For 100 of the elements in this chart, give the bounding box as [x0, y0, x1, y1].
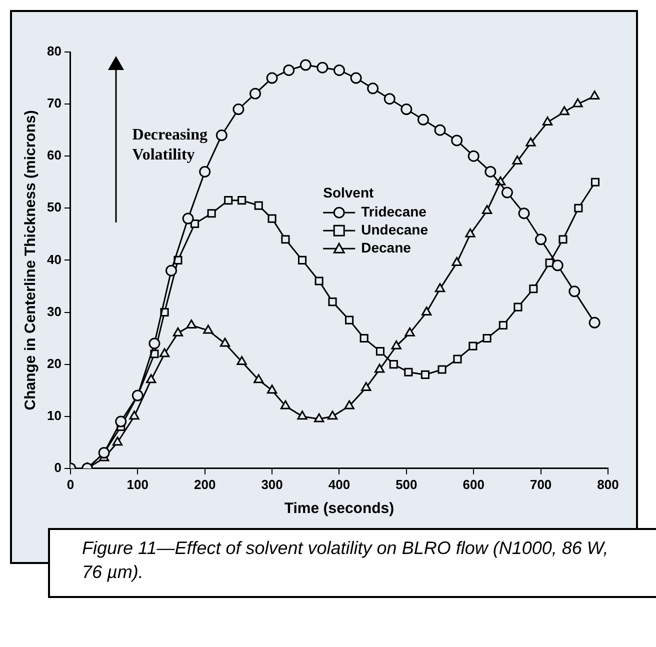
point	[498, 320, 508, 330]
point	[484, 166, 496, 178]
point	[314, 413, 324, 422]
point	[512, 156, 522, 165]
point	[568, 286, 580, 298]
y-tick-label: 30	[46, 304, 62, 319]
point	[374, 364, 385, 373]
y-axis-title: Change in Centerline Thickness (microns)	[22, 110, 40, 410]
point	[146, 374, 156, 384]
point	[112, 436, 123, 446]
point	[129, 410, 140, 420]
point	[166, 264, 177, 276]
point	[501, 186, 513, 198]
point	[529, 284, 538, 294]
point	[297, 410, 308, 420]
point	[316, 62, 328, 74]
point	[172, 327, 184, 336]
point	[182, 212, 194, 224]
point	[216, 130, 228, 142]
x-tick-label: 600	[462, 476, 484, 492]
legend-title: Solvent	[323, 184, 374, 200]
x-tick-label: 400	[328, 476, 350, 492]
point	[333, 64, 345, 76]
point	[452, 257, 462, 266]
y-tick-label: 0	[54, 460, 62, 475]
point	[300, 59, 312, 71]
point	[389, 360, 398, 369]
point	[404, 327, 415, 336]
y-tick-label: 20	[46, 356, 62, 371]
y-tick-label: 80	[46, 44, 62, 59]
point	[207, 209, 216, 218]
point	[438, 365, 446, 374]
point	[588, 316, 600, 328]
point	[283, 64, 295, 76]
point	[314, 276, 324, 286]
x-tick-label: 100	[126, 476, 149, 492]
legend-label: Tridecane	[361, 203, 427, 220]
y-tick-label: 70	[46, 96, 62, 111]
point	[420, 370, 430, 379]
point	[535, 234, 547, 246]
point	[552, 260, 564, 272]
point	[254, 374, 264, 384]
point	[376, 347, 385, 356]
point	[422, 306, 432, 316]
point	[345, 316, 354, 324]
legend-label: Undecane	[361, 221, 428, 238]
point	[220, 338, 230, 347]
point	[254, 201, 263, 210]
point	[384, 93, 396, 105]
point	[203, 324, 214, 334]
point	[558, 235, 568, 244]
point	[514, 302, 522, 312]
point	[542, 116, 553, 126]
point	[590, 178, 600, 186]
y-tick-label: 10	[46, 408, 62, 423]
caption: Figure 11—Effect of solvent volatility on BLRO flow (N1000, 86 W, 76 µm).	[48, 528, 656, 598]
point	[589, 90, 600, 100]
point	[417, 114, 429, 126]
annotation: Decreasing Volatility	[132, 126, 208, 164]
point	[232, 104, 244, 116]
point	[482, 334, 492, 343]
point	[148, 338, 160, 350]
point	[360, 334, 368, 343]
point	[361, 382, 372, 391]
point	[572, 98, 583, 108]
y-tick-label: 50	[46, 200, 62, 215]
point	[559, 106, 570, 116]
point	[453, 354, 462, 364]
point	[266, 72, 278, 84]
point	[468, 342, 478, 350]
point	[574, 204, 583, 212]
x-tick-label: 200	[194, 476, 216, 492]
point	[238, 196, 246, 205]
x-tick-label: 0	[66, 476, 74, 492]
point	[266, 384, 278, 394]
point	[434, 124, 446, 136]
point	[451, 134, 463, 146]
x-tick-label: 700	[530, 476, 552, 492]
point	[518, 208, 530, 220]
x-tick-label: 500	[396, 476, 418, 492]
point	[327, 410, 338, 420]
point	[159, 348, 170, 358]
point	[115, 416, 127, 428]
point	[482, 205, 492, 214]
point	[328, 298, 337, 306]
point	[298, 256, 307, 264]
point	[468, 150, 480, 162]
point	[400, 104, 412, 116]
point	[404, 368, 413, 376]
x-tick-label: 300	[261, 476, 283, 492]
point	[350, 72, 362, 84]
point	[249, 88, 261, 100]
point	[391, 340, 402, 350]
point	[526, 137, 536, 146]
point	[236, 356, 247, 365]
point	[434, 283, 446, 292]
point	[224, 196, 233, 205]
y-tick-label: 40	[46, 252, 62, 267]
point	[186, 320, 196, 329]
y-tick-label: 60	[46, 148, 62, 163]
